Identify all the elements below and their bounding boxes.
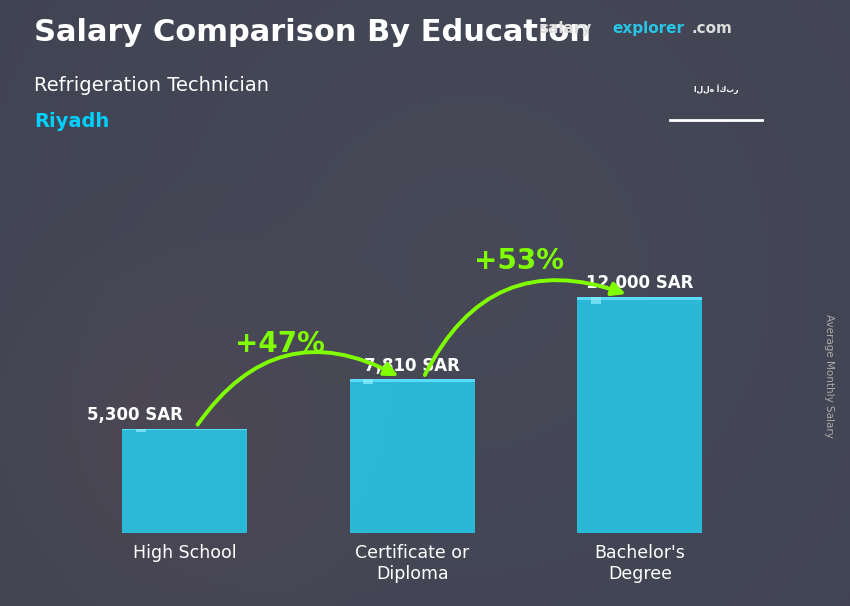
Bar [577, 297, 702, 533]
Text: +53%: +53% [474, 247, 564, 276]
Bar [349, 379, 475, 533]
Bar [591, 297, 601, 304]
Text: explorer: explorer [612, 21, 684, 36]
Bar [577, 297, 702, 301]
Text: .com: .com [691, 21, 732, 36]
Text: salary: salary [540, 21, 592, 36]
Text: Average Monthly Salary: Average Monthly Salary [824, 314, 834, 438]
Text: الله أكبر: الله أكبر [694, 84, 739, 95]
Bar [122, 429, 247, 430]
Bar [136, 429, 146, 432]
Bar [122, 429, 247, 533]
Text: Riyadh: Riyadh [34, 112, 110, 131]
Text: 12,000 SAR: 12,000 SAR [586, 274, 694, 292]
Text: Refrigeration Technician: Refrigeration Technician [34, 76, 269, 95]
Text: 7,810 SAR: 7,810 SAR [365, 356, 460, 375]
Text: Salary Comparison By Education: Salary Comparison By Education [34, 18, 591, 47]
Bar [349, 379, 475, 382]
Text: 5,300 SAR: 5,300 SAR [87, 406, 183, 424]
Text: +47%: +47% [235, 330, 326, 358]
Bar [364, 379, 373, 384]
